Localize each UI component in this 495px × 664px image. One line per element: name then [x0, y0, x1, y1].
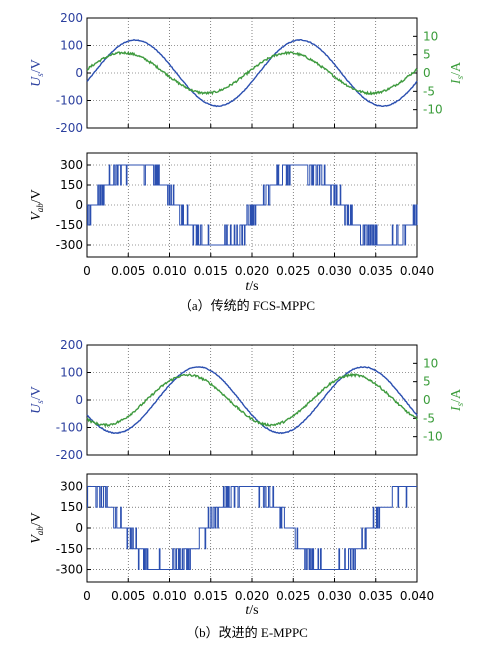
x-tick-label: 0.025 — [276, 589, 310, 603]
x-tick-label: 0.010 — [152, 264, 186, 278]
y-tick-label: -150 — [56, 542, 83, 556]
x-tick-label: 0.010 — [152, 589, 186, 603]
x-axis-label: t/s — [245, 279, 258, 294]
y-axis-label: Us/V — [29, 386, 45, 414]
y-axis-label: Us/V — [29, 59, 45, 87]
y-tick-label: 0 — [75, 198, 83, 212]
series-line-voltage — [86, 365, 418, 435]
y-axis-label: Vab/V — [29, 512, 45, 544]
y2-tick-label: 10 — [423, 29, 438, 43]
series-line-voltage — [87, 486, 417, 570]
x-tick-label: 0.030 — [317, 264, 351, 278]
y2-axis-label: Is/A — [449, 388, 465, 412]
panel-b-bottom: 300 150 0 -150 -300 Vab/V 0 0.005 0.010 0.015 0.02… — [29, 473, 434, 618]
caption-b: （b）改进的 E-MPPC — [186, 625, 308, 640]
y-tick-label: -150 — [56, 218, 83, 232]
y2-tick-label: 10 — [423, 356, 438, 370]
y2-tick-label: 5 — [423, 48, 431, 62]
series-line-current — [86, 50, 418, 96]
y-tick-label: -200 — [56, 448, 83, 462]
y-tick-label: 200 — [60, 11, 83, 25]
y-tick-label: -200 — [56, 121, 83, 135]
x-tick-label: 0.040 — [400, 589, 434, 603]
y2-axis-label: Is/A — [449, 61, 465, 85]
caption-a: （a）传统的 FCS-MPPC — [179, 298, 315, 313]
y-tick-label: 200 — [60, 338, 83, 352]
y-tick-label: 300 — [60, 479, 83, 493]
y-tick-label: 100 — [60, 39, 83, 53]
y-tick-label: -100 — [56, 94, 83, 108]
y-tick-label: 150 — [60, 178, 83, 192]
series-line-current — [86, 372, 418, 428]
y2-tick-label: 0 — [423, 66, 431, 80]
y-tick-label: 0 — [75, 521, 83, 535]
y-tick-label: 300 — [60, 158, 83, 172]
panel-b-top: 200 100 0 -100 -200 10 5 0 -5 -10 Is/A Us/V — [29, 338, 465, 462]
x-tick-label: 0.035 — [359, 589, 393, 603]
y2-tick-label: -10 — [423, 430, 443, 444]
y-tick-label: -300 — [56, 238, 83, 252]
x-tick-label: 0.005 — [111, 589, 145, 603]
y2-tick-label: -5 — [423, 411, 435, 425]
x-tick-label: 0.035 — [359, 264, 393, 278]
x-tick-label: 0.005 — [111, 264, 145, 278]
x-tick-label: 0.020 — [235, 589, 269, 603]
y-tick-label: 0 — [75, 393, 83, 407]
x-tick-label: 0.025 — [276, 264, 310, 278]
x-axis-label: t/s — [245, 603, 258, 618]
y2-tick-label: 5 — [423, 375, 431, 389]
panel-a-bottom: 300 150 0 -150 -300 Vab/V 0 0.005 0.010 0.015 0.02… — [29, 152, 434, 294]
x-tick-label: 0.015 — [194, 264, 228, 278]
y2-tick-label: 0 — [423, 393, 431, 407]
y2-tick-label: -5 — [423, 84, 435, 98]
panel-a-top: 200 100 0 -100 -200 10 5 0 -5 -10 Is/A Us/V — [29, 11, 465, 135]
x-tick-label: 0.020 — [235, 264, 269, 278]
x-tick-label: 0 — [83, 589, 91, 603]
y-tick-label: 0 — [75, 66, 83, 80]
y-axis-label: Vab/V — [29, 189, 45, 221]
y-tick-label: -100 — [56, 421, 83, 435]
y2-tick-label: -10 — [423, 103, 443, 117]
y-tick-label: 100 — [60, 366, 83, 380]
x-tick-label: 0 — [83, 264, 91, 278]
y-tick-label: -300 — [56, 563, 83, 577]
series-line-voltage — [87, 164, 418, 246]
x-tick-label: 0.030 — [317, 589, 351, 603]
series-line-voltage — [86, 38, 418, 108]
x-tick-label: 0.015 — [194, 589, 228, 603]
x-tick-label: 0.040 — [400, 264, 434, 278]
y-tick-label: 150 — [60, 500, 83, 514]
